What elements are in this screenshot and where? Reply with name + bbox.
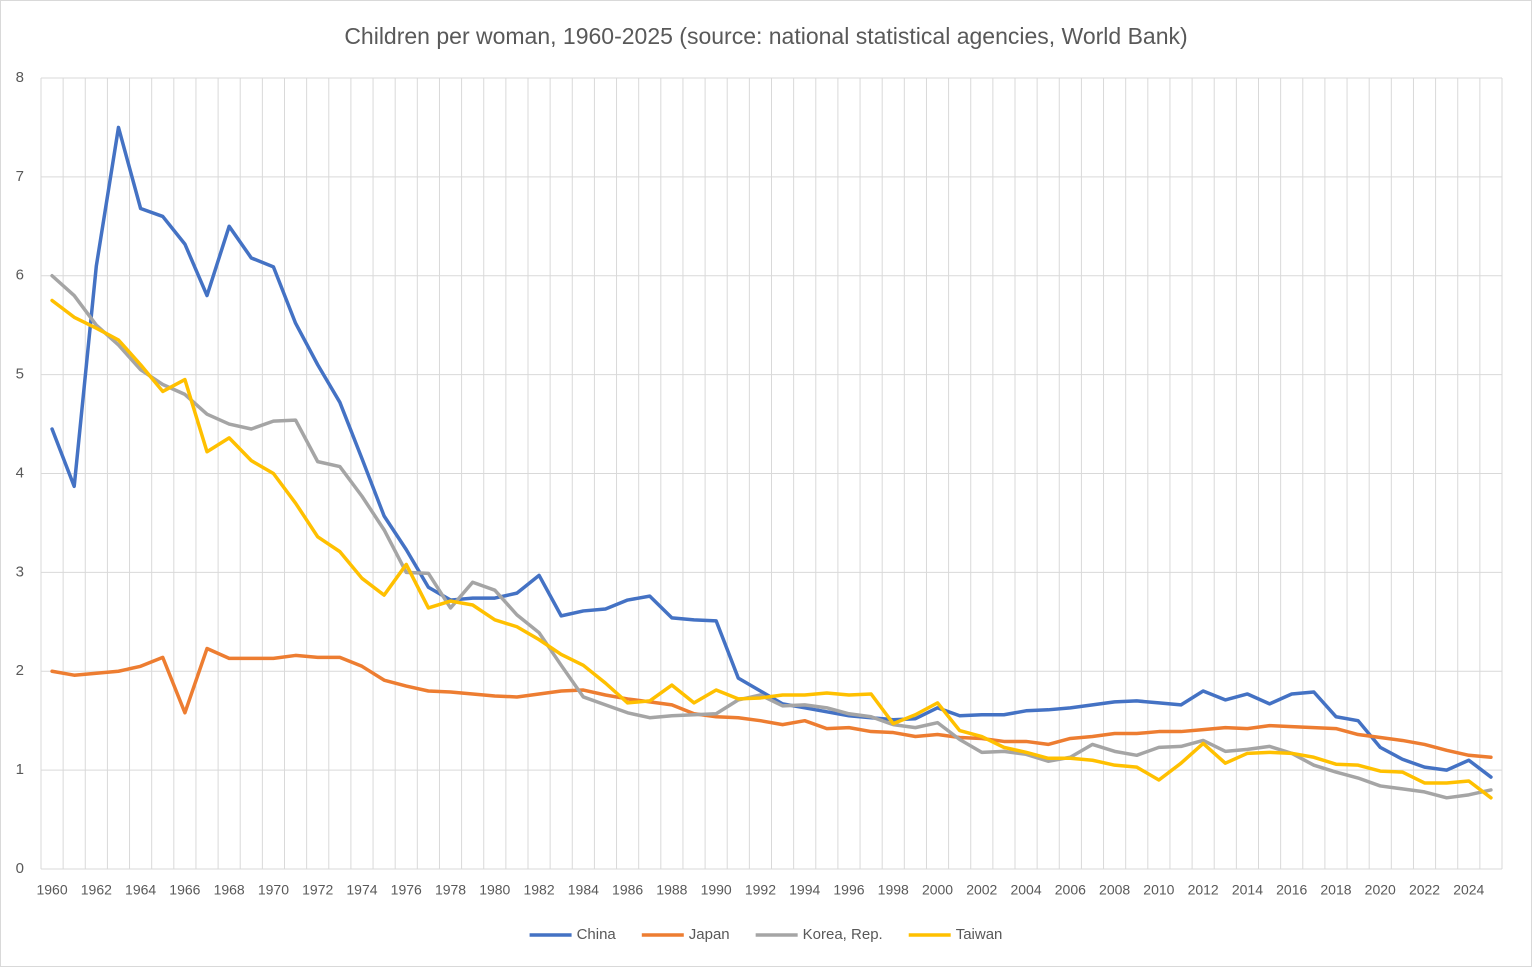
- chart-title: Children per woman, 1960-2025 (source: n…: [344, 23, 1187, 49]
- legend-label: Korea, Rep.: [803, 926, 883, 943]
- x-tick-label: 1962: [81, 882, 112, 898]
- x-tick-label: 1988: [656, 882, 687, 898]
- y-tick-label: 1: [16, 761, 24, 778]
- x-tick-label: 2008: [1099, 882, 1130, 898]
- x-tick-label: 2014: [1232, 882, 1263, 898]
- x-tick-label: 1994: [789, 882, 820, 898]
- legend-label: China: [577, 926, 617, 943]
- x-tick-label: 1966: [169, 882, 200, 898]
- series-line: [50, 298, 1493, 800]
- y-tick-label: 6: [16, 267, 24, 284]
- x-tick-label: 1992: [745, 882, 776, 898]
- x-tick-label: 1960: [36, 882, 67, 898]
- x-tick-label: 2018: [1320, 882, 1351, 898]
- x-tick-label: 2016: [1276, 882, 1307, 898]
- x-tick-label: 2000: [922, 882, 953, 898]
- y-tick-label: 4: [16, 464, 24, 481]
- y-tick-label: 0: [16, 860, 24, 877]
- series-line: [50, 646, 1493, 760]
- x-tick-label: 1970: [258, 882, 289, 898]
- y-tick-label: 8: [16, 69, 24, 86]
- x-tick-label: 1964: [125, 882, 156, 898]
- x-tick-label: 1984: [568, 882, 599, 898]
- legend-label: Japan: [689, 926, 730, 943]
- y-tick-label: 5: [16, 366, 24, 383]
- series-line: [50, 274, 1493, 800]
- x-tick-label: 2010: [1143, 882, 1174, 898]
- x-tick-label: 1982: [523, 882, 554, 898]
- x-tick-label: 1972: [302, 882, 333, 898]
- x-tick-label: 1976: [391, 882, 422, 898]
- x-tick-label: 1998: [878, 882, 909, 898]
- y-tick-label: 7: [16, 168, 24, 185]
- x-tick-label: 1974: [346, 882, 377, 898]
- x-tick-label: 2022: [1409, 882, 1440, 898]
- x-tick-label: 1996: [833, 882, 864, 898]
- y-tick-label: 3: [16, 563, 24, 580]
- x-tick-label: 2012: [1188, 882, 1219, 898]
- x-tick-label: 2002: [966, 882, 997, 898]
- x-tick-label: 2024: [1453, 882, 1484, 898]
- x-tick-label: 1986: [612, 882, 643, 898]
- x-tick-label: 1968: [214, 882, 245, 898]
- y-tick-label: 2: [16, 662, 24, 679]
- x-tick-label: 1990: [701, 882, 732, 898]
- x-tick-label: 2006: [1055, 882, 1086, 898]
- x-tick-label: 2004: [1010, 882, 1041, 898]
- x-tick-label: 2020: [1365, 882, 1396, 898]
- legend-label: Taiwan: [956, 926, 1003, 943]
- x-tick-label: 1978: [435, 882, 466, 898]
- x-tick-label: 1980: [479, 882, 510, 898]
